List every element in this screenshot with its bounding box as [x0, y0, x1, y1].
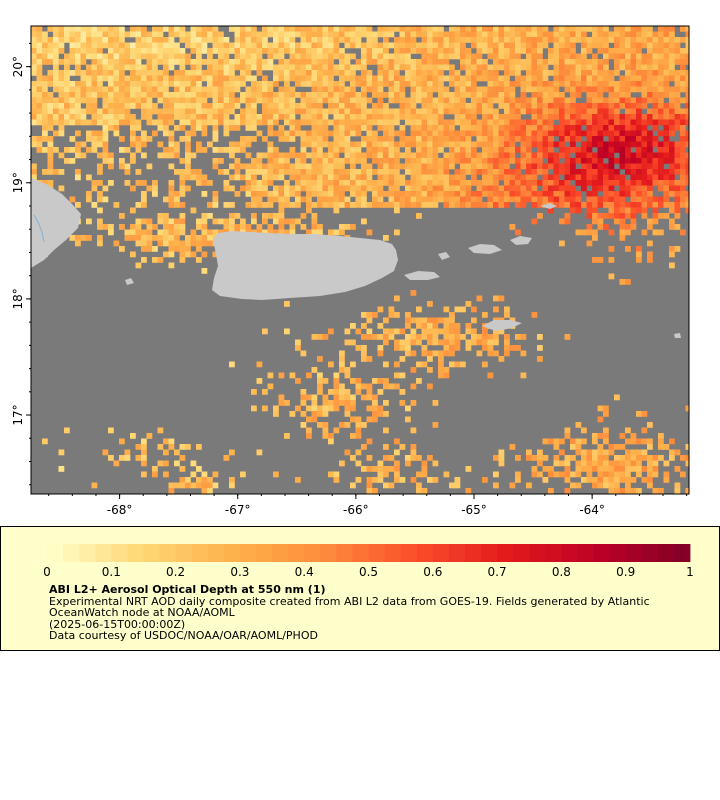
colorbar-tick-label: 0.6: [423, 565, 442, 579]
colorbar-cell: [481, 544, 498, 562]
colorbar-tick-label: 0.8: [552, 565, 571, 579]
colorbar-tick-label: 0.1: [102, 565, 121, 579]
colorbar-cell: [304, 544, 321, 562]
vieques-land: [404, 271, 440, 280]
aod-map: -68° -67° -66° -65° -64° 20° 19° 18° 17°: [11, 25, 690, 517]
colorbar-cell: [529, 544, 546, 562]
y-tick-label: 17°: [11, 404, 25, 425]
colorbar-cell: [432, 544, 450, 562]
legend-panel: 0 0.1 0.2 0.3 0.4 0.5 0.6 0.7 0.8 0.9 1 ABI L2+ Ae…: [0, 526, 720, 651]
colorbar-cell: [657, 544, 675, 562]
virgin-islands-land: [468, 244, 502, 254]
colorbar: 0 0.1 0.2 0.3 0.4 0.5 0.6 0.7 0.8 0.9 1: [43, 544, 694, 579]
colorbar-cell: [191, 544, 209, 562]
legend-title: ABI L2+ Aerosol Optical Depth at 550 nm …: [49, 583, 326, 596]
colorbar-cell: [79, 544, 96, 562]
colorbar-cell: [448, 544, 466, 562]
hispaniola-land: [31, 178, 81, 268]
aod-data-cells: [31, 26, 689, 494]
colorbar-cell: [223, 544, 241, 562]
colorbar-cell: [561, 544, 578, 562]
y-tick-label: 19°: [11, 172, 25, 193]
colorbar-cell: [63, 544, 80, 562]
legend-description-line2: OceanWatch node at NOAA/AOML: [49, 606, 235, 619]
y-tick-label: 18°: [11, 288, 25, 309]
legend-description-line1: Experimental NRT AOD daily composite cre…: [49, 594, 650, 608]
colorbar-cell: [545, 544, 562, 562]
st-croix-land: [482, 320, 522, 331]
colorbar-cell: [255, 544, 273, 562]
colorbar-cell: [609, 544, 627, 562]
y-axis-ticks: 20° 19° 18° 17°: [11, 42, 31, 486]
colorbar-cell: [320, 544, 337, 562]
map-frame: [30, 25, 690, 495]
colorbar-cell: [111, 544, 128, 562]
colorbar-cell: [464, 544, 482, 562]
colorbar-cell: [272, 544, 289, 562]
colorbar-cell: [513, 544, 530, 562]
hispaniola-lake: [33, 214, 45, 243]
anegada-land: [540, 203, 557, 209]
colorbar-tick-label: 0.4: [295, 565, 314, 579]
colorbar-tick-label: 0: [43, 565, 51, 579]
culebra-land: [438, 252, 450, 260]
mona-island-land: [125, 278, 134, 285]
colorbar-cell: [416, 544, 434, 562]
puerto-rico-land: [212, 231, 398, 300]
legend-text-block: ABI L2+ Aerosol Optical Depth at 550 nm …: [49, 584, 689, 642]
colorbar-cell: [497, 544, 514, 562]
tortola-land: [510, 236, 532, 245]
colorbar-cell: [368, 544, 385, 562]
colorbar-cell: [175, 544, 193, 562]
colorbar-tick-label: 0.2: [166, 565, 185, 579]
colorbar-tick-label: 0.9: [616, 565, 635, 579]
x-axis-ticks: -68° -67° -66° -65° -64°: [48, 494, 688, 517]
colorbar-tick-label: 0.7: [488, 565, 507, 579]
legend-date: (2025-06-15T00:00:00Z): [49, 617, 186, 631]
colorbar-tick-label: 0.3: [230, 565, 249, 579]
colorbar-cell: [384, 544, 402, 562]
x-tick-label: -65°: [461, 503, 487, 517]
colorbar-cell: [625, 544, 643, 562]
colorbar-cell: [641, 544, 659, 562]
colorbar-cell: [143, 544, 160, 562]
colorbar-cell: [593, 544, 611, 562]
legend-credit: Data courtesy of USDOC/NOAA/OAR/AOML/PHO…: [49, 629, 318, 642]
colorbar-cell: [239, 544, 257, 562]
land-areas: [31, 178, 681, 338]
x-tick-label: -64°: [579, 503, 605, 517]
saba-land: [674, 333, 681, 338]
colorbar-cell: [577, 544, 594, 562]
colorbar-cell: [95, 544, 112, 562]
colorbar-cell: [288, 544, 305, 562]
x-tick-label: -66°: [343, 503, 369, 517]
colorbar-cell: [47, 544, 64, 562]
colorbar-tick-label: 1: [686, 565, 694, 579]
colorbar-cell: [207, 544, 225, 562]
colorbar-cell: [127, 544, 144, 562]
colorbar-cell: [352, 544, 369, 562]
x-tick-label: -67°: [225, 503, 251, 517]
colorbar-cell: [159, 544, 176, 562]
colorbar-cells: [47, 544, 691, 562]
colorbar-cell: [400, 544, 418, 562]
colorbar-tick-label: 0.5: [359, 565, 378, 579]
x-tick-label: -68°: [107, 503, 133, 517]
y-tick-label: 20°: [11, 56, 25, 77]
colorbar-cell: [673, 544, 691, 562]
colorbar-cell: [336, 544, 353, 562]
colorbar-ticks: 0 0.1 0.2 0.3 0.4 0.5 0.6 0.7 0.8 0.9 1: [43, 565, 694, 579]
